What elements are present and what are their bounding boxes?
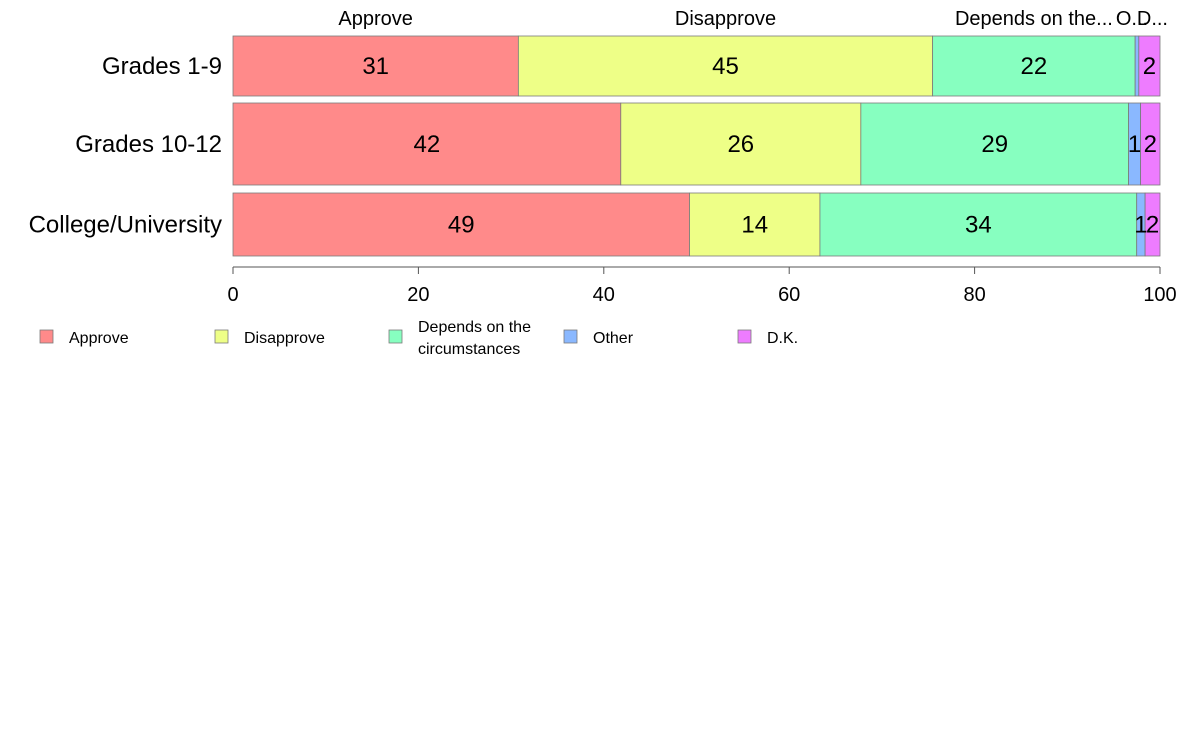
legend-label: Approve — [69, 330, 129, 347]
top-series-label: O... — [1116, 8, 1148, 30]
legend-label: Other — [593, 330, 634, 347]
bar-segment — [1140, 102, 1161, 186]
top-series-label: Disapprove — [675, 8, 776, 30]
category-labels: Grades 1-9 Grades 10-12 College/University — [29, 53, 222, 239]
bar-segment — [689, 192, 821, 257]
x-axis: 0 20 40 60 80 100 — [227, 266, 1177, 306]
x-tick-label: 40 — [593, 284, 615, 306]
segment-value-label: 29 — [981, 131, 1008, 158]
top-labels: Approve Disapprove Depends on the... O...D.… — [338, 8, 1168, 30]
legend-swatch — [214, 329, 229, 344]
segment-value-label: 34 — [965, 212, 992, 239]
legend-label: circumstances — [418, 341, 520, 358]
bar-segment — [1144, 192, 1161, 257]
segment-value-label: 14 — [741, 212, 768, 239]
category-label: Grades 1-9 — [102, 53, 222, 80]
legend-label: D.K. — [767, 330, 798, 347]
legend-label: Disapprove — [244, 330, 325, 347]
legend-swatch — [737, 329, 752, 344]
legend-label: Depends on the — [418, 319, 531, 336]
category-label: College/University — [29, 212, 222, 239]
segment-value-label: 2 — [1143, 53, 1156, 80]
segment-labels: 31 45 22 242 26 29 1 249 14 34 12 — [362, 53, 1159, 239]
x-tick-label: 20 — [407, 284, 429, 306]
bar-segment — [1134, 35, 1140, 97]
bar-segment — [1138, 35, 1161, 97]
top-series-label: D... — [1137, 8, 1168, 30]
x-tick-label: 60 — [778, 284, 800, 306]
x-tick-label: 80 — [963, 284, 985, 306]
bar-segment — [620, 102, 862, 186]
category-label: Grades 10-12 — [75, 131, 222, 158]
bar-segment — [232, 192, 690, 257]
segment-value-label: 2 — [1146, 212, 1159, 239]
bars — [232, 35, 1161, 257]
segment-value-label: 1 — [1128, 131, 1141, 158]
segment-value-label: 2 — [1144, 131, 1157, 158]
legend-swatch — [563, 329, 578, 344]
segment-value-label: 1 — [1134, 212, 1147, 239]
x-tick-label: 100 — [1143, 284, 1176, 306]
segment-value-label: 22 — [1021, 53, 1048, 80]
x-tick-label: 0 — [227, 284, 238, 306]
segment-value-label: 42 — [414, 131, 441, 158]
top-series-label: Depends on the... — [955, 8, 1113, 30]
segment-value-label: 31 — [362, 53, 389, 80]
bar-segment — [517, 35, 934, 97]
segment-value-label: 45 — [712, 53, 739, 80]
legend-swatch — [39, 329, 54, 344]
segment-value-label: 49 — [448, 212, 475, 239]
legend: Approve Disapprove Depends on the circumsta… — [39, 319, 798, 358]
legend-swatch — [388, 329, 403, 344]
bar-segment — [860, 102, 1130, 186]
top-series-label: Approve — [338, 8, 413, 30]
segment-value-label: 26 — [727, 131, 754, 158]
